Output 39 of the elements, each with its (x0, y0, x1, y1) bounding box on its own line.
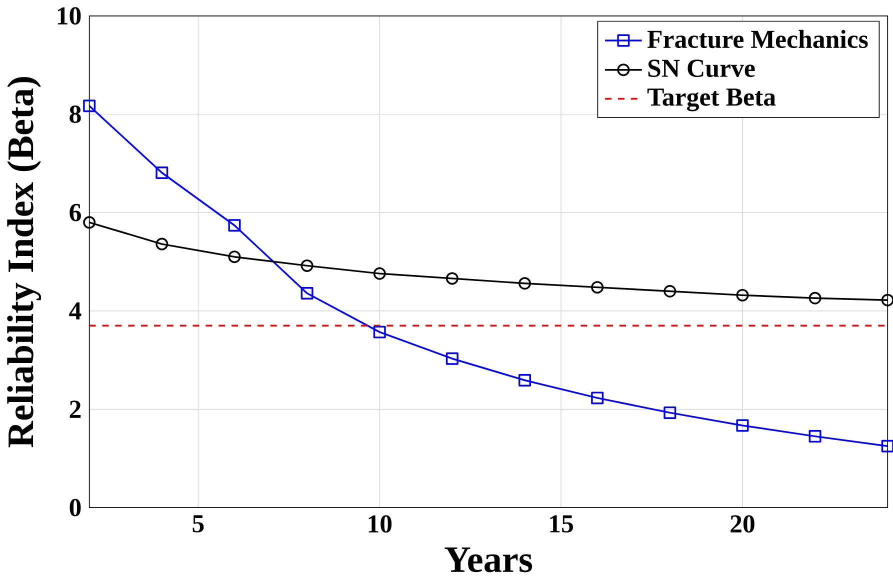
point (300, 259, 314, 272)
x-tick-label: 20 (730, 515, 754, 532)
y-tick-label: 8 (70, 105, 81, 123)
point (518, 276, 532, 290)
point (518, 374, 532, 386)
x-tick-label: 15 (550, 515, 574, 532)
y-axis-title: Reliability Index (Beta) (7, 76, 42, 448)
y-tick-label: 4 (69, 302, 82, 320)
legend-label: Fracture Mechanics (647, 30, 868, 48)
legend-label: Target Beta (647, 88, 776, 112)
point (881, 440, 893, 452)
y-tick-label: 6 (70, 204, 81, 222)
point (300, 286, 314, 300)
legend-label: SN Curve (648, 59, 755, 77)
x-axis-title: Years (444, 547, 532, 572)
point (446, 352, 458, 365)
y-tick-label: 2 (70, 400, 81, 418)
point (83, 99, 96, 112)
point (228, 250, 241, 263)
point (446, 272, 458, 285)
point (373, 267, 386, 280)
x-tick-label: 10 (368, 515, 392, 532)
point (736, 419, 749, 432)
point (664, 406, 676, 419)
point (664, 284, 676, 298)
point (808, 292, 822, 304)
point (736, 288, 749, 302)
point (156, 238, 168, 250)
point (591, 280, 604, 294)
point (83, 216, 96, 228)
point (591, 392, 604, 404)
point (228, 218, 241, 232)
point (881, 294, 893, 306)
y-tick-label: 0 (70, 498, 81, 516)
y-tick-label: 10 (58, 6, 81, 24)
x-tick-label: 5 (192, 515, 204, 532)
point (156, 166, 168, 179)
point (373, 326, 386, 338)
point (808, 430, 822, 442)
